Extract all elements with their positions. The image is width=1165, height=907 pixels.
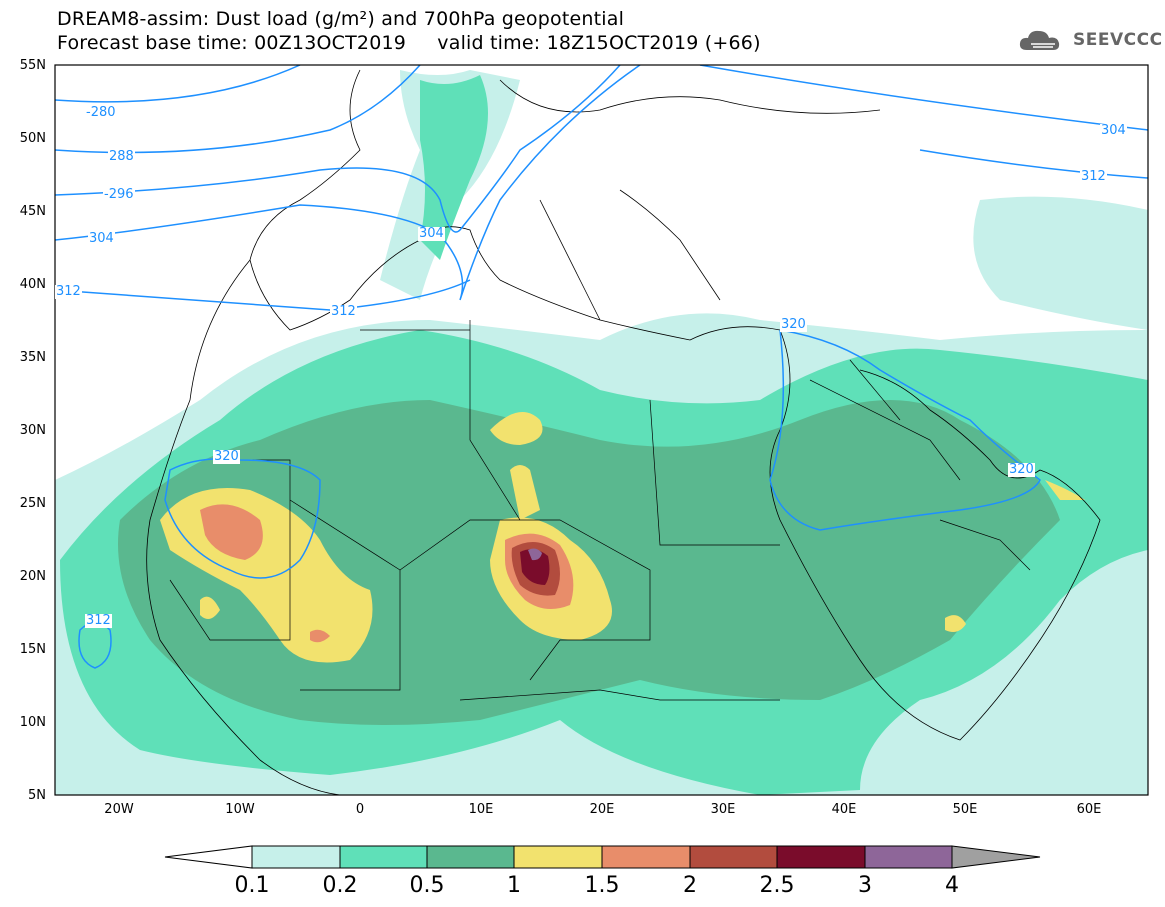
lon-label: 40E bbox=[831, 802, 857, 817]
lon-label: 10E bbox=[468, 802, 494, 817]
contour-label: 320 bbox=[1008, 462, 1035, 477]
lon-label: 10W bbox=[225, 802, 255, 817]
lat-label: 40N bbox=[19, 277, 46, 292]
lat-label: 5N bbox=[28, 788, 46, 803]
cloud-icon bbox=[1019, 30, 1060, 50]
colorbar-label: 2 bbox=[683, 873, 697, 898]
contour-label: 312 bbox=[55, 284, 82, 299]
dust-level-1-gulf bbox=[1045, 480, 1085, 500]
lon-label: 20W bbox=[104, 802, 134, 817]
contour-label: 304 bbox=[88, 231, 115, 246]
colorbar-label: 0.2 bbox=[322, 873, 358, 898]
lat-label: 55N bbox=[19, 58, 46, 73]
dust-level-0.2-north bbox=[420, 75, 488, 260]
lat-label: 25N bbox=[19, 496, 46, 511]
colorbar-label: 1 bbox=[507, 873, 521, 898]
colorbar-label: 3 bbox=[858, 873, 872, 898]
lon-label: 50E bbox=[952, 802, 978, 817]
forecast-times: Forecast base time: 00Z13OCT2019 valid t… bbox=[57, 32, 761, 54]
dust-level-1-arabia bbox=[945, 615, 966, 632]
dust-field bbox=[55, 70, 1148, 795]
dust-level-1.5-west bbox=[200, 504, 263, 560]
dust-level-3 bbox=[528, 548, 542, 561]
logo-text: SEEVCCC bbox=[1073, 30, 1163, 50]
contour-label: 288 bbox=[108, 149, 135, 164]
contour-label: -296 bbox=[103, 187, 135, 202]
dust-level-2.5 bbox=[520, 549, 550, 585]
lat-label: 45N bbox=[19, 204, 46, 219]
lon-label: 20E bbox=[589, 802, 615, 817]
contour-label: 304 bbox=[418, 226, 445, 241]
lon-label: 30E bbox=[710, 802, 736, 817]
lon-label: 0 bbox=[355, 802, 365, 817]
contour-label: -280 bbox=[85, 105, 117, 120]
contour-label: 312 bbox=[1080, 169, 1107, 184]
seevccc-logo: SEEVCCC bbox=[1017, 26, 1163, 54]
country-borders bbox=[169, 320, 1031, 701]
lat-label: 15N bbox=[19, 642, 46, 657]
contour-label: 304 bbox=[1100, 123, 1127, 138]
dust-level-1.5-small bbox=[310, 629, 330, 643]
dust-level-1-algeria bbox=[490, 412, 543, 445]
colorbar-label: 2.5 bbox=[759, 873, 795, 898]
contour-label: 320 bbox=[213, 449, 240, 464]
map-title: DREAM8-assim: Dust load (g/m²) and 700hP… bbox=[57, 8, 625, 30]
dust-level-1-small1 bbox=[200, 596, 220, 619]
colorbar-label: 0.5 bbox=[409, 873, 445, 898]
dust-level-1-libya bbox=[510, 465, 540, 520]
lat-label: 10N bbox=[19, 715, 46, 730]
lat-label: 20N bbox=[19, 569, 46, 584]
geopotential-contours bbox=[55, 65, 1148, 669]
lat-label: 35N bbox=[19, 350, 46, 365]
colorbar-label: 4 bbox=[945, 873, 959, 898]
dust-level-0.1-east bbox=[973, 196, 1148, 330]
colorbar-label: 1.5 bbox=[584, 873, 620, 898]
lat-label: 30N bbox=[19, 423, 46, 438]
contour-label: 312 bbox=[330, 304, 357, 319]
lat-label: 50N bbox=[19, 131, 46, 146]
colorbar-label: 0.1 bbox=[234, 873, 270, 898]
lon-label: 60E bbox=[1076, 802, 1102, 817]
contour-label: 320 bbox=[780, 317, 807, 332]
contour-label: 312 bbox=[85, 613, 112, 628]
